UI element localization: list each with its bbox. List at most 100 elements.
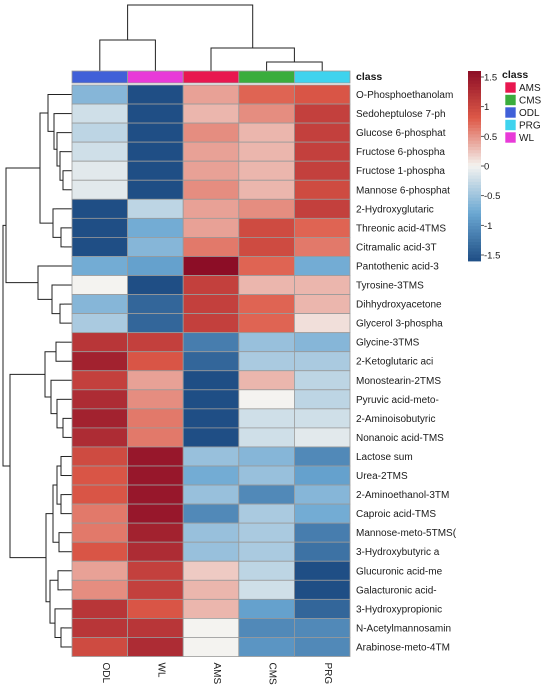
heatmap-cell	[182, 389, 240, 410]
heatmap-cell	[238, 484, 295, 505]
row-dendrogram-link	[58, 532, 62, 553]
color-scale-swatch	[468, 109, 481, 113]
heatmap-cell	[71, 236, 128, 257]
heatmap-cell	[182, 408, 240, 429]
heatmap-cell	[182, 427, 240, 448]
column-label: WL	[155, 663, 166, 678]
color-scale-swatch	[468, 150, 481, 154]
color-scale-swatch	[468, 226, 481, 230]
heatmap-cell	[293, 465, 351, 486]
class-annotation-cell	[127, 70, 184, 84]
heatmap-cell	[238, 160, 295, 181]
class-annotation-cell	[238, 70, 295, 84]
class-legend-label: CMS	[519, 96, 542, 107]
row-label: Glycerol 3-phospha	[356, 319, 443, 330]
heatmap-cell	[71, 484, 128, 505]
color-scale-swatch	[468, 128, 481, 132]
heatmap-cell	[182, 236, 240, 257]
heatmap-cell	[182, 637, 240, 657]
heatmap-cell	[71, 179, 128, 200]
heatmap-cell	[71, 541, 128, 562]
heatmap-cell	[182, 579, 240, 600]
row-dendrogram-link	[62, 170, 66, 191]
row-label: Dihhydroxyacetone	[356, 300, 442, 311]
heatmap-cell	[238, 84, 295, 105]
color-scale-swatch	[468, 77, 481, 81]
row-dendrogram-link	[57, 570, 62, 591]
heatmap-cell	[293, 198, 351, 219]
heatmap-cell	[127, 351, 184, 372]
color-scale-tick-label: 0	[484, 162, 489, 173]
row-dendrogram-link	[59, 303, 64, 324]
heatmap-cell	[238, 332, 295, 353]
row-label: 2-Aminoethanol-3TM	[356, 490, 449, 501]
heatmap-cell	[127, 484, 184, 505]
heatmap-cell	[182, 598, 240, 619]
column-label: CMS	[267, 663, 278, 686]
class-annotation-cell	[293, 70, 351, 84]
row-dendrogram-link	[52, 484, 59, 543]
heatmap-cell	[127, 332, 184, 353]
class-legend-title: class	[502, 69, 528, 81]
heatmap-cell	[127, 236, 184, 257]
heatmap-cell	[127, 503, 184, 524]
heatmap-cell	[71, 103, 128, 124]
color-scale-tick-label: -1.5	[484, 251, 500, 262]
color-scale-swatch	[468, 169, 481, 173]
color-scale-swatch	[468, 245, 481, 249]
heatmap-cell	[293, 217, 351, 238]
heatmap-cell	[182, 275, 240, 295]
heatmap-cell	[71, 294, 128, 314]
color-scale-swatch	[468, 223, 481, 227]
heatmap-cell	[238, 122, 295, 143]
heatmap-cell	[238, 427, 295, 448]
row-label: 2-Aminoisobutyric	[356, 414, 435, 425]
column-dendrogram-link	[127, 4, 254, 48]
class-annotation-label: class	[356, 71, 382, 83]
heatmap-cell	[238, 598, 295, 619]
color-scale-swatch	[468, 80, 481, 85]
row-dendrogram-link	[49, 579, 58, 624]
heatmap-cell	[293, 179, 351, 200]
row-label: Pyruvic acid-meto-	[356, 395, 439, 406]
heatmap-cell	[71, 198, 128, 219]
row-dendrogram-link	[60, 227, 64, 248]
color-scale-swatch	[468, 188, 481, 192]
heatmap-cell	[71, 351, 128, 372]
row-dendrogram-link	[39, 112, 53, 224]
row-dendrogram-link	[62, 417, 66, 438]
heatmap-cell	[238, 541, 295, 562]
heatmap-cell	[293, 598, 351, 619]
color-scale-swatch	[468, 185, 481, 189]
row-dendrogram-link	[47, 94, 54, 132]
color-scale-swatch	[468, 232, 481, 237]
row-label: 2-Ketoglutaric aci	[356, 357, 433, 368]
heatmap-cell	[127, 160, 184, 181]
row-label: Glucose 6-phosphat	[356, 128, 446, 139]
color-scale-swatch	[468, 143, 481, 148]
heatmap-cell	[182, 179, 240, 200]
color-scale-swatch	[468, 134, 481, 138]
row-label: Pantothenic acid-3	[356, 261, 439, 272]
heatmap-cell	[127, 217, 184, 238]
class-annotation-bar	[71, 70, 351, 84]
color-scale-swatch	[468, 153, 481, 157]
heatmap-cell	[127, 579, 184, 600]
heatmap-cell	[71, 332, 128, 353]
color-scale-swatch	[468, 238, 481, 243]
heatmap-cell	[238, 503, 295, 524]
color-scale-swatch	[468, 156, 481, 161]
heatmap-cell	[238, 256, 295, 276]
row-label: Mannose-meto-5TMS(	[356, 528, 457, 539]
heatmap-cell	[127, 541, 184, 562]
heatmap-cell	[71, 560, 128, 581]
heatmap-cell	[293, 103, 351, 124]
color-scale-swatch	[468, 112, 481, 116]
heatmap-cell	[293, 84, 351, 105]
heatmap-cell	[71, 389, 128, 410]
heatmap-cell	[238, 179, 295, 200]
color-scale-swatch	[468, 71, 481, 75]
heatmap-cell	[127, 84, 184, 105]
heatmap-cell	[71, 503, 128, 524]
row-label: N-Acetylmannosamin	[356, 623, 451, 634]
